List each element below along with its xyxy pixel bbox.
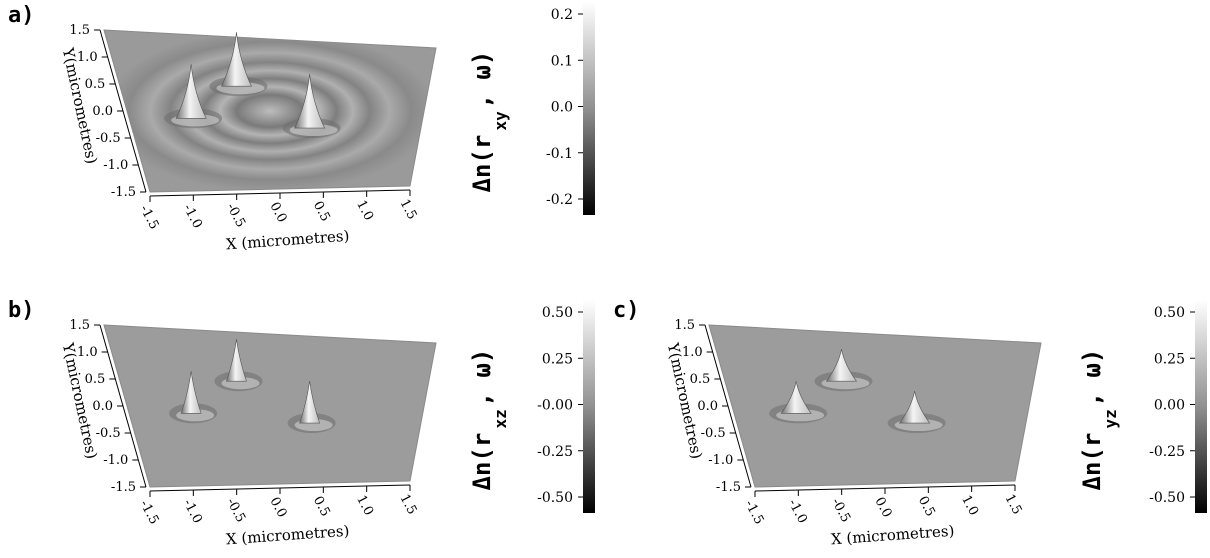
x-tick-label: 0.5 [915, 494, 938, 519]
x-axis-label: X (micrometres) [225, 227, 350, 254]
colorbar-tick-label: -0.2 [546, 192, 573, 208]
y-tick-label: -0.5 [96, 426, 121, 441]
colorbar-label-sub: xy [491, 111, 510, 131]
surface [103, 29, 437, 193]
x-tick-label: 1.5 [396, 492, 419, 517]
y-tick-label: -1.0 [103, 158, 128, 173]
colorbar-tick-label: -0.1 [546, 146, 573, 162]
peak-2 [780, 381, 812, 414]
y-tick-label: 0.0 [92, 399, 113, 414]
surface [103, 324, 437, 488]
x-tick-label: 0.5 [310, 494, 333, 519]
colorbar-label-main: Δn(r [468, 433, 496, 491]
y-tick-label: 0.5 [85, 77, 106, 92]
x-tick-label: -1.0 [180, 497, 205, 526]
colorbar-label-main: Δn(r [468, 135, 496, 193]
peak-1 [825, 349, 858, 382]
x-axis-label: X (micrometres) [830, 522, 955, 549]
x-tick-label: -1.5 [136, 203, 161, 232]
x-tick-label: 1.0 [353, 493, 376, 518]
peak-3 [299, 381, 321, 424]
peak-1 [226, 339, 247, 382]
peak-3 [294, 74, 326, 129]
colorbar-tick-label: 0.50 [1154, 305, 1185, 321]
colorbar-tick-label: 0.0 [551, 100, 573, 116]
x-axis-label: X (micrometres) [225, 522, 350, 549]
x-tick-label: -0.5 [223, 496, 248, 525]
x-tick-label: 1.5 [396, 197, 419, 222]
colorbar-tick-label: 0.2 [551, 7, 573, 23]
y-tick-label: 0.5 [690, 372, 711, 387]
y-tick-label: 0.0 [92, 104, 113, 119]
colorbar-label-sub: yz [1101, 409, 1120, 428]
y-tick-label: -1.5 [111, 480, 136, 495]
colorbar-label-sub: xz [491, 409, 510, 428]
colorbar-label: Δn(r xz , ω) [468, 349, 510, 491]
x-tick-label: 1.0 [958, 493, 981, 518]
colorbar-tick-label: 0.1 [551, 53, 573, 69]
x-tick-label: -1.5 [136, 498, 161, 527]
colorbar [1195, 300, 1207, 513]
panel-c: c)1.51.00.50.0-0.5-1.0-1.5Y(micrometres)… [613, 298, 1042, 549]
peak-2 [175, 64, 207, 119]
x-tick-label: -0.5 [828, 496, 853, 525]
y-tick-label: 0.0 [697, 399, 718, 414]
colorbar-label: Δn(r yz , ω) [1078, 349, 1120, 491]
x-tick-label: -0.5 [223, 201, 248, 230]
colorbar-tick-label: -0.50 [1149, 490, 1185, 506]
colorbar-label-suffix: , ω) [468, 349, 496, 407]
y-tick-label: -1.0 [103, 453, 128, 468]
colorbar-tick-label: 0.50 [542, 305, 573, 321]
x-tick-label: 1.5 [1001, 492, 1024, 517]
x-tick-label: 1.0 [353, 198, 376, 223]
x-tick-label: -1.0 [785, 497, 810, 526]
colorbar [583, 300, 595, 513]
y-tick-label: 1.5 [674, 318, 695, 333]
panel-a: a)1.51.00.50.0-0.5-1.0-1.5Y(micrometres)… [8, 3, 437, 254]
y-tick-label: 0.5 [85, 372, 106, 387]
x-tick-label: 0.5 [310, 199, 333, 224]
y-tick-label: -0.5 [96, 131, 121, 146]
x-tick-label: -1.5 [741, 498, 766, 527]
colorbar-label-suffix: , ω) [1078, 349, 1106, 407]
peak-3 [899, 391, 931, 424]
panel-label: c) [613, 298, 640, 323]
x-tick-label: -1.0 [180, 202, 205, 231]
y-tick-label: -0.5 [701, 426, 726, 441]
colorbar [583, 2, 595, 215]
y-tick-label: 1.0 [682, 345, 703, 360]
x-tick-label: 0.0 [871, 495, 894, 520]
y-tick-label: -1.5 [716, 480, 741, 495]
colorbar-tick-label: -0.25 [537, 444, 573, 460]
y-tick-label: 1.0 [77, 345, 98, 360]
y-tick-label: 1.5 [69, 318, 90, 333]
y-tick-label: 1.5 [69, 23, 90, 38]
colorbar-label: Δn(r xy, ω) [468, 51, 510, 193]
y-tick-label: -1.5 [111, 185, 136, 200]
panel-label: a) [8, 3, 35, 28]
colorbar-tick-label: -0.00 [537, 398, 573, 414]
colorbar-tick-label: 0.25 [542, 351, 573, 367]
colorbar-label-suffix: , ω) [468, 51, 496, 109]
colorbar-tick-label: -0.50 [537, 490, 573, 506]
colorbar-tick-label: 0.00 [1154, 398, 1185, 414]
peak-2 [180, 371, 202, 414]
panel-label: b) [8, 298, 35, 323]
x-tick-label: 0.0 [266, 495, 289, 520]
surface [708, 324, 1042, 488]
x-tick-label: 0.0 [266, 200, 289, 225]
colorbar-tick-label: 0.25 [1154, 351, 1185, 367]
colorbar-label-main: Δn(r [1078, 433, 1106, 491]
panel-b: b)1.51.00.50.0-0.5-1.0-1.5Y(micrometres)… [8, 298, 437, 549]
y-tick-label: 1.0 [77, 50, 98, 65]
y-tick-label: -1.0 [708, 453, 733, 468]
peak-1 [221, 32, 252, 87]
colorbar-tick-label: -0.25 [1149, 444, 1185, 460]
